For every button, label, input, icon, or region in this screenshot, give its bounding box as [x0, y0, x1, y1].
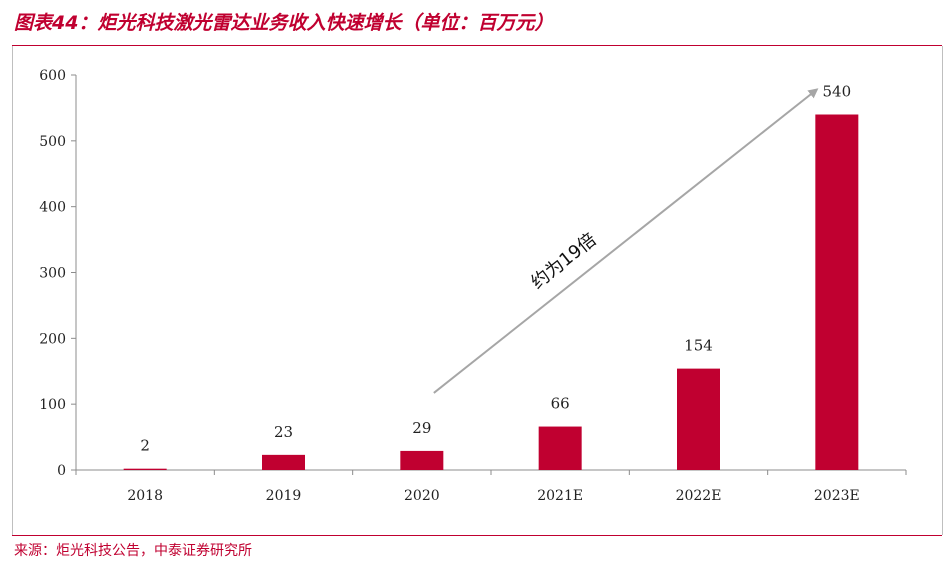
page-title: 图表44：炬光科技激光雷达业务收入快速增长（单位：百万元）: [14, 12, 554, 34]
x-tick-label: 2021E: [537, 488, 583, 504]
bar: [262, 454, 305, 470]
data-label: 29: [412, 419, 431, 437]
title-divider: [12, 45, 942, 46]
growth-annotation-label: 约为19倍: [527, 229, 600, 293]
growth-arrow: [433, 88, 819, 394]
y-tick-label: 500: [39, 134, 66, 150]
x-tick-label: 2019: [266, 488, 302, 504]
y-tick-label: 0: [57, 463, 66, 479]
x-tick-label: 2022E: [676, 488, 722, 504]
x-tick-label: 2018: [127, 488, 163, 504]
source-note: 来源：炬光科技公告，中泰证券研究所: [14, 543, 252, 559]
bar: [538, 426, 582, 470]
y-tick-label: 400: [39, 200, 66, 216]
x-tick-label: 2020: [404, 488, 440, 504]
y-tick-label: 100: [39, 397, 66, 413]
data-label: 540: [823, 83, 852, 101]
bar: [815, 114, 859, 470]
bar: [677, 368, 720, 470]
y-tick-label: 300: [39, 266, 66, 282]
bar: [400, 450, 444, 470]
x-tick-label: 2023E: [814, 488, 860, 504]
chart-frame: [12, 46, 943, 535]
data-label: 23: [274, 423, 293, 441]
data-label: 66: [551, 395, 570, 413]
source-divider: [12, 535, 942, 536]
data-label: 2: [140, 437, 150, 455]
data-label: 154: [684, 337, 713, 355]
bar: [123, 468, 167, 470]
y-tick-label: 200: [39, 331, 66, 347]
y-tick-label: 600: [39, 68, 66, 84]
